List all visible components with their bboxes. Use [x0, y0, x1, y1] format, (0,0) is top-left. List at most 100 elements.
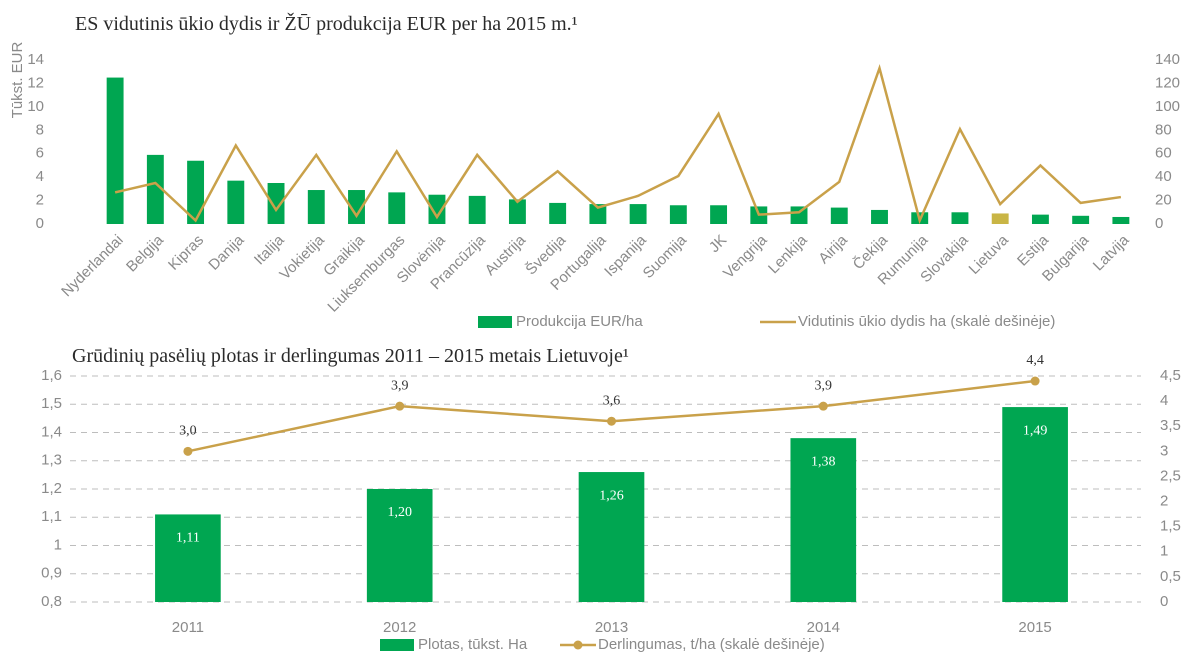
bar-value-label: 1,26 [599, 488, 624, 503]
y-axis-label: Tūkst. EUR [9, 41, 26, 118]
bar [549, 202, 567, 224]
bar [227, 180, 245, 224]
bar [155, 514, 221, 602]
bar [1002, 407, 1068, 602]
y-tick-label: 0,8 [41, 593, 62, 610]
y-tick-label: 4 [36, 168, 44, 185]
y-tick-label: 0 [36, 215, 44, 232]
y2-tick-label: 0 [1160, 593, 1168, 610]
bar-value-label: 1,38 [811, 454, 836, 469]
y2-tick-label: 40 [1155, 168, 1172, 185]
y-tick-label: 0,9 [41, 565, 62, 582]
y-tick-label: 6 [36, 145, 44, 162]
bar [669, 205, 687, 224]
bar [267, 183, 285, 224]
line-value-label: 3,0 [179, 424, 197, 439]
y2-tick-label: 120 [1155, 74, 1180, 91]
x-tick-label: 2011 [172, 619, 204, 636]
bar [307, 190, 325, 224]
bar [578, 472, 645, 602]
y2-tick-label: 1 [1160, 543, 1168, 560]
line-value-label: 3,6 [603, 393, 621, 408]
bar [146, 154, 164, 224]
x-tick-label: Belgija [123, 231, 167, 275]
x-tick-label: 2012 [383, 619, 416, 636]
y-tick-label: 1,2 [41, 480, 62, 497]
bar [871, 209, 888, 224]
line-marker [1030, 376, 1040, 386]
y-tick-label: 1,3 [41, 452, 62, 469]
bar [348, 190, 365, 224]
y-tick-label: 8 [36, 121, 44, 138]
bar [1031, 214, 1049, 224]
bar [187, 160, 205, 224]
bar [790, 206, 808, 224]
legend-marker [573, 640, 583, 650]
chart-title: ES vidutinis ūkio dydis ir ŽŪ produkcija… [75, 12, 578, 35]
y2-tick-label: 80 [1155, 121, 1172, 138]
y2-tick-label: 2,5 [1160, 467, 1181, 484]
line [114, 63, 1122, 225]
y2-tick-label: 140 [1155, 51, 1180, 68]
y2-tick-label: 4 [1160, 392, 1168, 409]
line [187, 379, 1036, 453]
x-tick-label: 2015 [1018, 619, 1051, 636]
x-tick-label: Suomija [640, 231, 691, 282]
y-tick-label: 10 [27, 98, 44, 115]
x-tick-label: Lietuva [966, 231, 1013, 278]
x-tick-label: JK [706, 232, 730, 256]
legend-swatch [380, 639, 414, 651]
legend-label: Vidutinis ūkio dydis ha (skalė dešinėje) [798, 313, 1055, 330]
legend-label: Derlingumas, t/ha (skalė dešinėje) [598, 636, 825, 653]
bar [951, 212, 969, 224]
x-tick-label: Airija [815, 231, 851, 267]
bar [1112, 216, 1130, 224]
bar [366, 489, 433, 602]
x-tick-label: 2014 [807, 619, 840, 636]
legend-label: Produkcija EUR/ha [516, 313, 643, 330]
bar [710, 205, 728, 224]
y-tick-label: 1 [54, 536, 62, 553]
bar [991, 213, 1009, 224]
x-tick-label: Kipras [165, 232, 207, 274]
line-marker [607, 416, 616, 426]
y2-tick-label: 1,5 [1160, 518, 1181, 535]
y2-tick-label: 4,5 [1160, 367, 1181, 384]
y2-tick-label: 3 [1160, 442, 1168, 459]
y-tick-label: 2 [36, 192, 44, 209]
line-value-label: 3,9 [391, 378, 409, 393]
y-tick-label: 1,1 [41, 508, 62, 525]
x-tick-label: Austrija [482, 231, 530, 279]
y-tick-label: 12 [27, 74, 44, 91]
bar [629, 204, 647, 224]
y2-tick-label: 20 [1155, 192, 1172, 209]
bar [508, 199, 526, 224]
x-tick-label: Lenkija [765, 231, 811, 277]
x-tick-label: 2013 [595, 619, 628, 636]
bar [830, 207, 848, 224]
y2-tick-label: 60 [1155, 145, 1172, 162]
x-tick-label: Latvija [1090, 231, 1133, 274]
bar [388, 192, 406, 224]
y2-tick-label: 100 [1155, 98, 1180, 115]
y2-tick-label: 0 [1155, 215, 1163, 232]
bar [589, 204, 607, 224]
bar [1072, 215, 1090, 224]
y-tick-label: 14 [27, 51, 44, 68]
line-value-label: 4,4 [1026, 353, 1044, 368]
bar-value-label: 1,49 [1023, 423, 1048, 438]
x-tick-label: Vengrija [720, 231, 771, 282]
y-tick-label: 1,4 [41, 423, 62, 440]
y2-tick-label: 0,5 [1160, 568, 1181, 585]
bar [428, 194, 446, 224]
x-tick-label: Vokietija [276, 231, 328, 283]
bar [106, 77, 124, 224]
y-tick-label: 1,6 [41, 367, 62, 384]
y2-tick-label: 3,5 [1160, 417, 1181, 434]
x-tick-label: Nyderlandai [58, 232, 127, 301]
line-value-label: 3,9 [815, 378, 833, 393]
x-tick-label: Danija [205, 231, 248, 274]
bar [790, 438, 857, 602]
y2-tick-label: 2 [1160, 493, 1168, 510]
